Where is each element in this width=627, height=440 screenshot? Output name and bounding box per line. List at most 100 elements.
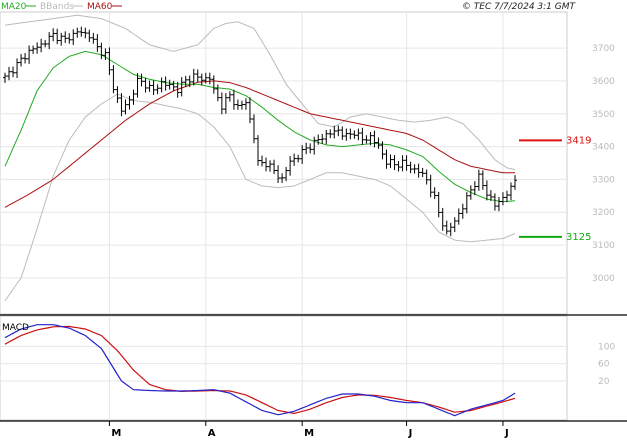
price-bar [143, 77, 148, 93]
price-bar [115, 86, 120, 103]
price-bar [95, 34, 100, 52]
price-bar [332, 125, 337, 139]
price-bar [3, 72, 7, 83]
bb-lower-line [4, 93, 516, 302]
price-bar [408, 161, 413, 174]
level-label-support: 3125 [566, 232, 591, 243]
price-bar [199, 73, 204, 86]
price-bar [11, 66, 16, 78]
price-bar [340, 126, 345, 140]
macd-y-tick-label: 60 [598, 360, 610, 370]
price-bar [476, 169, 481, 191]
price-bar [39, 38, 44, 53]
y-tick-label: 3400 [592, 143, 615, 153]
price-bar [264, 157, 269, 172]
price-bar [428, 174, 433, 198]
price-bar [251, 114, 256, 144]
price-bar [400, 155, 405, 172]
price-bar [344, 128, 349, 141]
price-bar [87, 29, 92, 42]
price-bar [31, 45, 36, 54]
y-tick-label: 3100 [592, 241, 615, 251]
price-bar [147, 80, 152, 92]
price-bar [392, 155, 397, 170]
macd-label: MACD [2, 323, 29, 333]
price-bar [300, 145, 305, 164]
price-bar [436, 191, 441, 218]
legend-ma20: MA20 [1, 2, 27, 12]
price-bar [416, 163, 421, 178]
price-bar [432, 187, 437, 200]
price-bar [488, 190, 493, 202]
price-bar [352, 130, 357, 139]
price-bar [219, 92, 224, 115]
y-tick-label: 3000 [592, 274, 615, 284]
y-tick-label: 3300 [592, 175, 615, 185]
price-bar [468, 185, 473, 200]
price-bar [191, 68, 196, 86]
price-bar [19, 54, 24, 67]
price-bar [123, 99, 128, 115]
price-bar [155, 84, 160, 95]
price-bar [247, 97, 252, 124]
price-bar [183, 75, 188, 87]
price-bar [308, 143, 313, 154]
price-bar [35, 42, 40, 54]
price-bar [464, 192, 469, 214]
price-bar [272, 159, 277, 175]
ma20-line [4, 50, 516, 203]
price-bar [227, 91, 232, 102]
price-bar [119, 93, 124, 117]
price-bar [47, 32, 52, 50]
price-bar [368, 131, 373, 146]
price-bar [7, 66, 12, 81]
price-bar [59, 32, 64, 46]
price-bar [388, 154, 393, 169]
price-bar [211, 75, 216, 94]
price-bar [460, 203, 465, 219]
x-tick-label: M [111, 428, 121, 439]
price-bar [79, 26, 84, 37]
price-bar [223, 93, 228, 114]
price-bar [175, 81, 180, 98]
price-bar [348, 128, 353, 140]
price-bar [15, 58, 20, 78]
price-bar [187, 75, 192, 88]
price-bar [243, 98, 248, 110]
legend: MA20 BBands MA60 [1, 2, 122, 12]
price-bar [280, 173, 285, 184]
price-bar [412, 164, 417, 174]
price-bar [179, 77, 184, 97]
price-bar [71, 29, 76, 45]
price-bar [360, 127, 365, 145]
price-bar [484, 180, 489, 201]
macd-panel [0, 315, 568, 421]
price-bar [51, 28, 56, 42]
y-tick-label: 3500 [592, 110, 615, 120]
price-bar [452, 217, 457, 233]
price-bar [320, 133, 325, 144]
price-bar [296, 154, 301, 163]
price-bar [215, 84, 220, 102]
x-tick-label: J [504, 428, 509, 439]
x-tick-label: J [408, 428, 413, 439]
price-bar [404, 155, 409, 171]
ma20-polyline [4, 50, 516, 203]
price-bar [440, 207, 445, 231]
price-bar [456, 208, 461, 225]
price-bar [380, 141, 385, 160]
price-bar [316, 134, 321, 145]
price-bar [372, 130, 377, 148]
price-bar [167, 79, 172, 90]
legend-ma60: MA60 [87, 2, 113, 12]
support-resistance-levels: 3419 3125 [519, 135, 591, 243]
ma60-polyline [4, 80, 515, 208]
y-tick-label: 3700 [592, 44, 615, 54]
price-bar [364, 135, 369, 144]
price-bar [304, 142, 309, 155]
legend-bbands: BBands [40, 2, 74, 12]
price-bar [448, 222, 453, 237]
price-bar [508, 182, 513, 201]
